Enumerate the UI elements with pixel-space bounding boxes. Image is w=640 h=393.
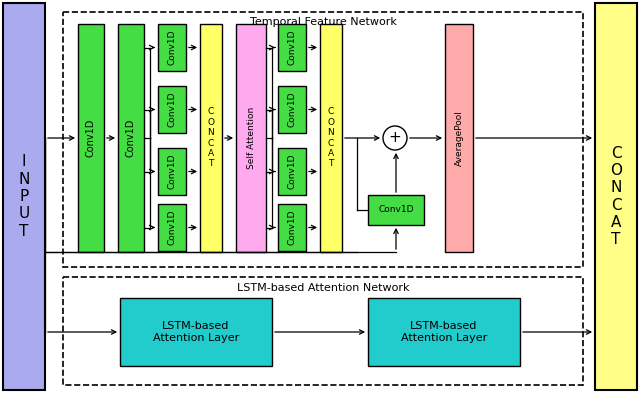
Bar	[63, 12, 583, 267]
Text: Conv1D: Conv1D	[287, 92, 296, 127]
Bar	[236, 24, 266, 252]
Text: Conv1D: Conv1D	[168, 154, 177, 189]
Text: Conv1D: Conv1D	[168, 30, 177, 65]
Text: Conv1D: Conv1D	[168, 92, 177, 127]
Bar	[320, 24, 342, 252]
Text: Conv1D: Conv1D	[287, 154, 296, 189]
Bar	[3, 3, 45, 390]
Bar	[200, 24, 222, 252]
Bar	[278, 86, 306, 133]
Bar	[118, 24, 144, 252]
Text: C
O
N
C
A
T: C O N C A T	[328, 108, 335, 169]
Text: C
O
N
C
A
T: C O N C A T	[610, 145, 622, 248]
Text: LSTM-based
Attention Layer: LSTM-based Attention Layer	[153, 321, 239, 343]
Text: Conv1D: Conv1D	[287, 210, 296, 245]
Text: C
O
N
C
A
T: C O N C A T	[207, 108, 214, 169]
Bar	[445, 24, 473, 252]
Bar	[63, 277, 583, 385]
Text: +: +	[388, 130, 401, 145]
Text: Conv1D: Conv1D	[168, 210, 177, 245]
Bar	[278, 24, 306, 71]
Text: Conv1D: Conv1D	[287, 30, 296, 65]
Text: Self Attention: Self Attention	[246, 107, 255, 169]
Bar	[595, 3, 637, 390]
Bar	[278, 204, 306, 251]
Bar	[158, 24, 186, 71]
Text: LSTM-based
Attention Layer: LSTM-based Attention Layer	[401, 321, 487, 343]
Bar	[368, 195, 424, 225]
Text: Conv1D: Conv1D	[126, 119, 136, 157]
Circle shape	[383, 126, 407, 150]
Bar	[158, 204, 186, 251]
Text: Conv1D: Conv1D	[86, 119, 96, 157]
Bar	[120, 298, 272, 366]
Text: Conv1D: Conv1D	[378, 206, 413, 215]
Bar	[278, 148, 306, 195]
Bar	[368, 298, 520, 366]
Text: Temporal Feature Network: Temporal Feature Network	[250, 17, 396, 27]
Text: LSTM-based Attention Network: LSTM-based Attention Network	[237, 283, 409, 293]
Bar	[158, 86, 186, 133]
Bar	[78, 24, 104, 252]
Bar	[158, 148, 186, 195]
Text: I
N
P
U
T: I N P U T	[19, 154, 29, 239]
Text: AveragePool: AveragePool	[454, 110, 463, 166]
